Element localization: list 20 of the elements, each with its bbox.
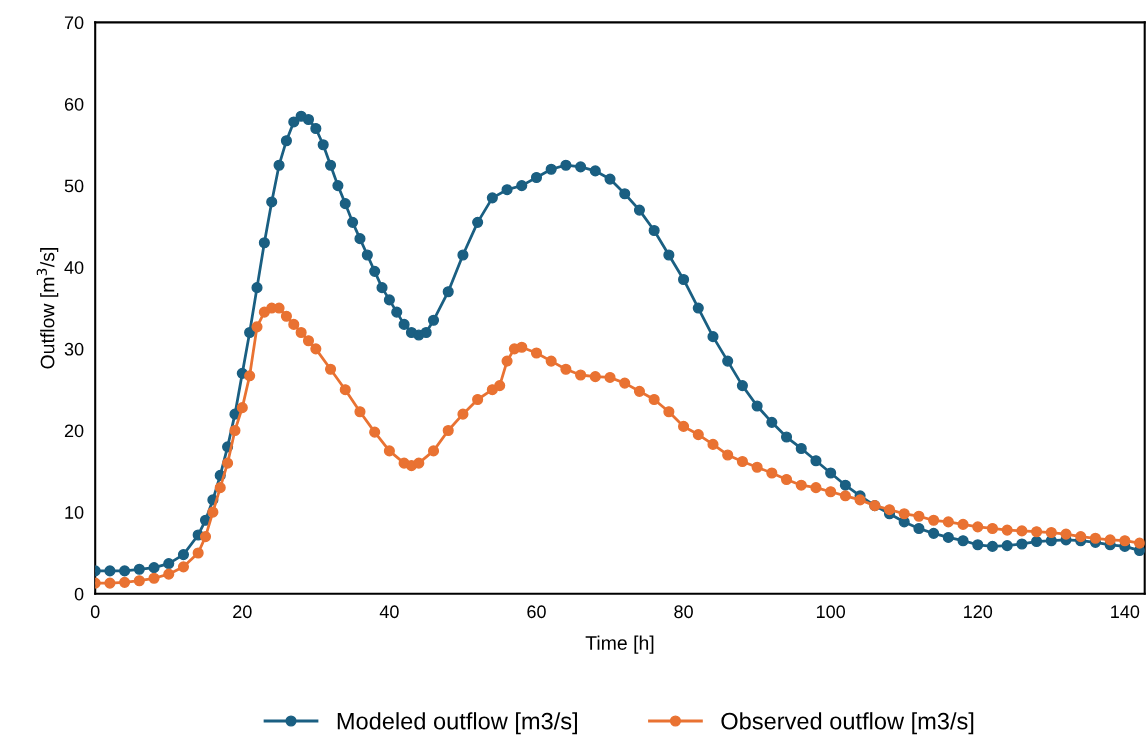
x-tick-label: 100 xyxy=(816,605,846,619)
x-tick-label: 0 xyxy=(90,605,100,619)
y-tick-label: 40 xyxy=(64,261,84,274)
x-tick-label: 60 xyxy=(527,605,546,619)
y-tick-label: 30 xyxy=(64,342,84,356)
x-axis-title: Time [h] xyxy=(585,635,654,654)
x-tick-label: 140 xyxy=(1111,605,1140,619)
y-tick-label: 10 xyxy=(65,506,84,519)
legend-label: Modeled outflow [m3/s] xyxy=(337,712,577,735)
y-tick-label: 20 xyxy=(64,424,84,438)
x-tick-label: 120 xyxy=(964,605,993,619)
y-tick-label: 70 xyxy=(64,16,84,30)
x-tick-label: 20 xyxy=(233,605,252,619)
x-tick-label: 40 xyxy=(379,605,399,619)
y-tick-label: 0 xyxy=(74,587,84,601)
x-tick-label: 80 xyxy=(674,605,693,619)
legend-label: Observed outflow [m3/s] xyxy=(721,712,974,735)
y-tick-label: 50 xyxy=(64,179,84,193)
y-tick-label: 60 xyxy=(64,97,84,111)
y-axis-title: Outflow [m$^{3}$/s] xyxy=(36,248,59,369)
